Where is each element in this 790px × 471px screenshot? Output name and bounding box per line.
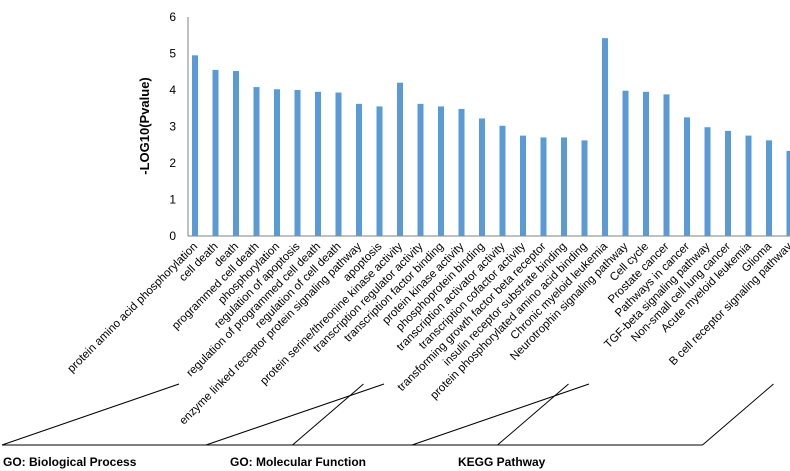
bar bbox=[684, 117, 690, 236]
bar bbox=[704, 127, 711, 236]
bar bbox=[417, 103, 424, 237]
group-bracket-line bbox=[205, 383, 385, 446]
bar bbox=[581, 140, 588, 236]
bars bbox=[192, 38, 790, 237]
bar bbox=[622, 90, 629, 236]
group-bracket-line bbox=[1, 383, 180, 446]
bar bbox=[561, 137, 567, 236]
group-bracket-line bbox=[702, 383, 774, 446]
group-bracket-line bbox=[497, 383, 569, 446]
bar bbox=[376, 106, 383, 236]
bar bbox=[725, 130, 731, 236]
bar bbox=[356, 103, 362, 237]
bar bbox=[540, 137, 547, 236]
bar bbox=[212, 69, 219, 236]
bar bbox=[315, 91, 321, 236]
category-label: protein amino acid phosphorylation bbox=[66, 241, 201, 376]
bar bbox=[253, 87, 260, 236]
bar bbox=[335, 92, 342, 237]
y-tick-label: 6 bbox=[169, 10, 176, 24]
bar bbox=[458, 108, 465, 236]
y-axis-label: -LOG10(Pvalue) bbox=[137, 77, 152, 175]
bar bbox=[294, 90, 301, 236]
bar bbox=[745, 135, 752, 236]
bar bbox=[438, 106, 444, 236]
bar bbox=[479, 118, 485, 236]
bar bbox=[786, 150, 790, 236]
bar bbox=[274, 89, 280, 237]
bar bbox=[233, 71, 239, 237]
bar bbox=[192, 55, 198, 237]
bar bbox=[520, 135, 526, 236]
group-brackets: GO: Biological Process GO: Molecular Func… bbox=[1, 383, 774, 469]
group-bracket-line bbox=[411, 383, 590, 446]
y-tick-label: 3 bbox=[169, 120, 176, 134]
bar bbox=[643, 91, 649, 236]
bar bbox=[663, 94, 670, 236]
y-tick-label: 5 bbox=[169, 47, 176, 61]
bar bbox=[499, 125, 506, 236]
y-tick-label: 1 bbox=[169, 193, 176, 207]
bar bbox=[766, 140, 772, 236]
bar bbox=[602, 38, 608, 236]
group-bracket-line bbox=[292, 383, 364, 446]
y-tick-label: 4 bbox=[169, 83, 176, 97]
group-label: GO: Biological Process bbox=[3, 455, 137, 469]
bar bbox=[397, 82, 403, 236]
y-tick-label: 2 bbox=[169, 156, 176, 170]
group-label: GO: Molecular Function bbox=[230, 455, 366, 469]
y-ticks: 0 1 2 3 4 5 6 bbox=[169, 10, 176, 243]
y-tick-label: 0 bbox=[169, 229, 176, 243]
group-label: KEGG Pathway bbox=[458, 455, 546, 469]
